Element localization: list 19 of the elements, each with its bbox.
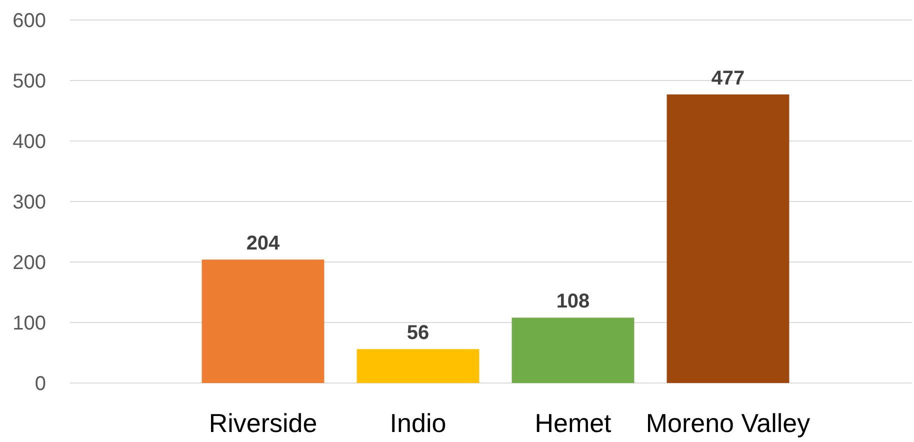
y-tick-label: 500 (12, 70, 46, 92)
x-tick-label: Moreno Valley (646, 408, 810, 438)
bar (666, 94, 790, 383)
x-tick-label: Indio (390, 408, 446, 438)
y-tick-label: 400 (12, 131, 46, 153)
x-tick-label: Riverside (208, 408, 318, 438)
y-tick-label: 300 (12, 192, 46, 214)
y-tick-label: 0 (34, 373, 46, 395)
bar (356, 349, 480, 383)
data-label: 477 (711, 67, 745, 90)
data-label: 204 (246, 232, 281, 255)
data-label: 108 (556, 290, 590, 313)
data-label: 56 (406, 322, 430, 344)
x-tick-label: Hemet (534, 408, 612, 438)
y-tick-label: 200 (12, 252, 46, 274)
y-tick-label: 600 (12, 10, 46, 32)
y-tick-label: 100 (12, 312, 46, 334)
bar (512, 318, 634, 383)
bar (202, 260, 324, 383)
